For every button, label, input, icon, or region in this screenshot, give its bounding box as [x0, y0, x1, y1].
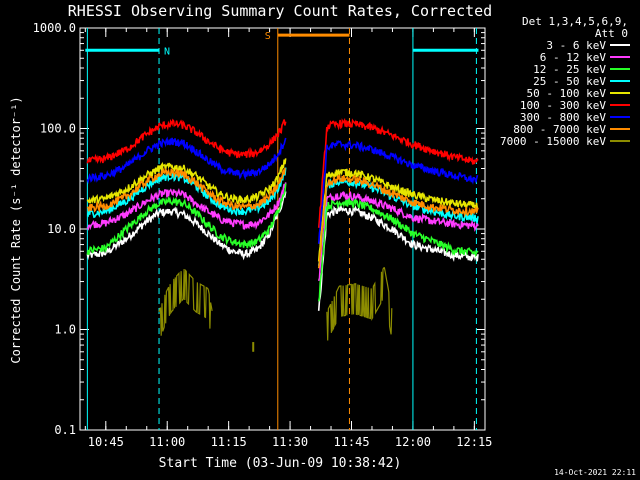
x-tick-label: 12:15 — [456, 435, 492, 449]
series-line-5 — [86, 118, 287, 164]
series-line-4 — [317, 168, 479, 262]
series-line-7 — [317, 174, 479, 269]
legend-header-line2: Att 0 — [595, 27, 628, 40]
x-axis-label: Start Time (03-Jun-09 10:38:42) — [159, 456, 402, 471]
x-tick-label: 11:00 — [149, 435, 185, 449]
marker-label-n: N — [164, 46, 170, 57]
legend-label-2: 12 - 25 keV — [533, 63, 606, 76]
plot-frame — [79, 27, 486, 431]
timestamp: 14-Oct-2021 22:11 — [554, 468, 636, 477]
series-line-8 — [158, 268, 213, 336]
series-line-7 — [86, 166, 287, 214]
x-tick-label: 12:00 — [395, 435, 431, 449]
legend-label-6: 300 - 800 keV — [520, 111, 606, 124]
series-line-6 — [317, 139, 479, 244]
series-line-4 — [86, 158, 287, 207]
legend-label-8: 7000 - 15000 keV — [500, 135, 606, 148]
series-line-2 — [317, 197, 479, 302]
series-line-1 — [86, 182, 287, 231]
y-tick-label: 1.0 — [54, 323, 76, 337]
series-line-8 — [326, 267, 393, 341]
y-tick-label: 100.0 — [40, 122, 76, 136]
series-line-3 — [317, 177, 479, 266]
series-line-6 — [86, 136, 287, 185]
legend-label-1: 6 - 12 keV — [540, 51, 607, 64]
marker-label-s: S — [265, 31, 271, 42]
legend-label-5: 100 - 300 keV — [520, 99, 606, 112]
legend-label-0: 3 - 6 keV — [546, 39, 606, 52]
y-tick-label: 10.0 — [47, 222, 76, 236]
series-line-0 — [317, 203, 479, 311]
y-tick-label: 1000.0 — [33, 21, 76, 35]
series-line-2 — [86, 183, 287, 255]
legend-label-7: 800 - 7000 keV — [513, 123, 606, 136]
legend-header-line1: Det 1,3,4,5,6,9, — [522, 15, 628, 28]
series-line-0 — [86, 191, 287, 261]
legend-label-3: 25 - 50 keV — [533, 75, 606, 88]
y-tick-label: 0.1 — [54, 423, 76, 437]
legend-label-4: 50 - 100 keV — [527, 87, 607, 100]
x-tick-label: 11:45 — [333, 435, 369, 449]
x-tick-label: 10:45 — [88, 435, 124, 449]
y-axis-label: Corrected Count Rate (s⁻¹ detector⁻¹) — [9, 96, 23, 363]
x-tick-label: 11:30 — [272, 435, 308, 449]
chart-title: RHESSI Observing Summary Count Rates, Co… — [68, 2, 492, 20]
series-line-5 — [317, 117, 479, 228]
series-line-1 — [317, 190, 479, 282]
x-tick-label: 11:15 — [211, 435, 247, 449]
